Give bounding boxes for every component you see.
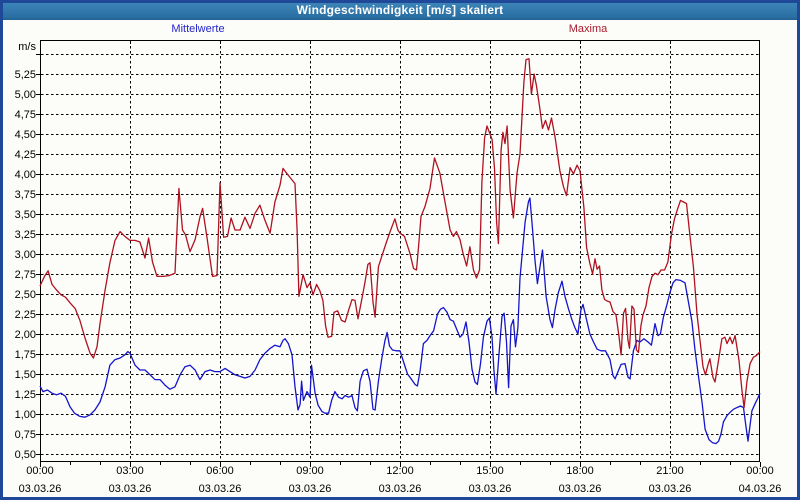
x-axis-labels: 00:00 03.03.26 03:00 03.03.26 06:00 03.03.26 0… bbox=[19, 465, 782, 495]
x-tick-time-label: 00:00 bbox=[26, 465, 54, 477]
y-tick-label: 4,25 bbox=[15, 149, 36, 161]
data-series bbox=[39, 58, 761, 445]
x-tick-date-label: 03.03.26 bbox=[19, 483, 62, 495]
gridlines bbox=[41, 41, 759, 461]
y-tick-label: 5,00 bbox=[15, 89, 36, 101]
y-tick-label: 1,75 bbox=[15, 349, 36, 361]
plot-frame bbox=[40, 40, 760, 462]
title-bar: Windgeschwindigkeit [m/s] skaliert bbox=[3, 3, 797, 20]
x-tick-date-label: 03.03.26 bbox=[649, 483, 692, 495]
y-tick-label: 2,50 bbox=[15, 289, 36, 301]
x-tick-date-label: 03.03.26 bbox=[559, 483, 602, 495]
x-tick-time-label: 15:00 bbox=[476, 465, 504, 477]
x-tick-time-label: 00:00 bbox=[746, 465, 774, 477]
x-tick-date-label: 03.03.26 bbox=[379, 483, 422, 495]
x-tick-time-label: 12:00 bbox=[386, 465, 414, 477]
x-tick-time-label: 21:00 bbox=[656, 465, 684, 477]
y-tick-label: 3,25 bbox=[15, 229, 36, 241]
x-tick-date-label: 03.03.26 bbox=[109, 483, 152, 495]
y-tick-label: 2,00 bbox=[15, 329, 36, 341]
x-tick-date-label: 03.03.26 bbox=[469, 483, 512, 495]
x-tick-date-label: 03.03.26 bbox=[199, 483, 242, 495]
y-axis-unit-label: m/s bbox=[18, 41, 36, 53]
y-tick-label: 0,75 bbox=[15, 429, 36, 441]
y-tick-label: 1,50 bbox=[15, 369, 36, 381]
x-tick-time-label: 18:00 bbox=[566, 465, 594, 477]
y-tick-label: 1,25 bbox=[15, 389, 36, 401]
series-mittelwerte bbox=[39, 197, 761, 445]
legend-mean-label: Mittelwerte bbox=[171, 23, 225, 35]
x-tick-time-label: 09:00 bbox=[296, 465, 324, 477]
y-tick-label: 3,75 bbox=[15, 189, 36, 201]
y-tick-label: 4,50 bbox=[15, 129, 36, 141]
y-tick-label: 0,50 bbox=[15, 449, 36, 461]
series-maxima bbox=[39, 58, 761, 409]
y-tick-label: 3,00 bbox=[15, 249, 36, 261]
y-tick-label: 5,25 bbox=[15, 69, 36, 81]
x-tick-date-label: 04.03.26 bbox=[739, 483, 782, 495]
page-title: Windgeschwindigkeit [m/s] skaliert bbox=[296, 3, 504, 17]
legend-max-label: Maxima bbox=[568, 23, 608, 35]
y-tick-label: 3,50 bbox=[15, 209, 36, 221]
x-tick-time-label: 03:00 bbox=[116, 465, 144, 477]
axis-ticks bbox=[36, 40, 761, 467]
x-tick-date-label: 03.03.26 bbox=[289, 483, 332, 495]
y-axis-labels: 0,50 0,75 1,00 1,25 1,50 1,75 2,00 2,25 2,50 2,75… bbox=[15, 69, 36, 461]
y-tick-label: 4,00 bbox=[15, 169, 36, 181]
y-tick-label: 1,00 bbox=[15, 409, 36, 421]
y-tick-label: 2,75 bbox=[15, 269, 36, 281]
y-tick-label: 2,25 bbox=[15, 309, 36, 321]
x-tick-time-label: 06:00 bbox=[206, 465, 234, 477]
y-tick-label: 4,75 bbox=[15, 109, 36, 121]
